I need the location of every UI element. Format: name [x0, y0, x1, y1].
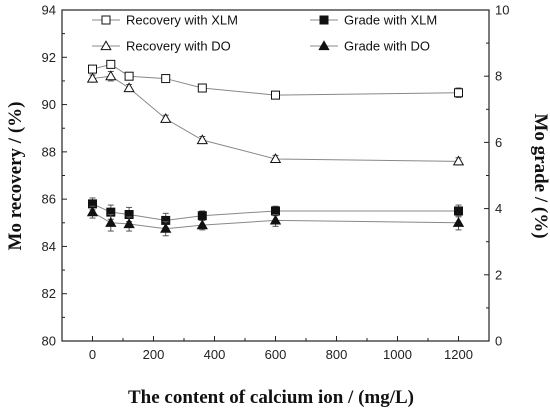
- legend-item: Recovery with XLM: [92, 13, 238, 28]
- data-point: [197, 211, 207, 221]
- series-0: [88, 59, 463, 100]
- y-right-tick-label: 0: [495, 334, 502, 349]
- x-tick-label: 800: [326, 347, 348, 362]
- data-point: [196, 134, 208, 145]
- legend-marker: [101, 15, 111, 25]
- y-left-tick-label: 92: [42, 50, 56, 65]
- x-tick-label: 1000: [383, 347, 412, 362]
- data-point: [106, 59, 116, 69]
- y-left-tick-label: 84: [42, 239, 56, 254]
- legend-label: Grade with DO: [344, 39, 430, 54]
- x-axis-title: The content of calcium ion / (mg/L): [128, 387, 414, 408]
- y-right-tick-label: 4: [495, 201, 502, 216]
- data-point: [124, 71, 134, 81]
- data-point: [271, 90, 280, 100]
- series-line: [92, 75, 459, 162]
- legend-label: Recovery with XLM: [126, 13, 238, 28]
- data-point: [123, 218, 135, 229]
- y-axis-title-right: Mo grade / (%): [530, 113, 550, 238]
- y-right-tick-label: 8: [495, 69, 502, 84]
- y-left-tick-label: 88: [42, 144, 56, 159]
- data-point: [88, 64, 97, 74]
- data-point: [271, 206, 280, 216]
- y-right-tick-label: 6: [495, 135, 502, 150]
- y-right-tick-label: 10: [495, 3, 509, 18]
- axes-layer: 0 200 400 600 800 1000 12008082848688909294024…: [42, 3, 510, 363]
- data-point: [197, 83, 207, 93]
- legend-label: Recovery with DO: [126, 39, 231, 54]
- legend-marker: [318, 40, 330, 51]
- data-point: [160, 222, 172, 233]
- y-right-tick-label: 2: [495, 267, 502, 282]
- x-tick-label: 0: [89, 347, 96, 362]
- data-point: [161, 74, 171, 84]
- data-point: [454, 88, 463, 98]
- data-point: [269, 214, 282, 225]
- data-point: [105, 216, 117, 227]
- y-left-tick-label: 86: [42, 192, 56, 207]
- legend-marker: [100, 40, 112, 51]
- legend-item: Grade with XLM: [310, 13, 437, 28]
- data-point: [86, 72, 99, 83]
- data-point: [196, 219, 208, 230]
- data-point: [160, 112, 172, 123]
- series-3: [86, 205, 465, 237]
- legend-item: Recovery with DO: [92, 39, 231, 54]
- series-2: [86, 70, 465, 166]
- y-left-tick-label: 80: [42, 334, 56, 349]
- data-point: [452, 155, 465, 166]
- data-point: [269, 153, 282, 164]
- data-point: [454, 206, 463, 216]
- plot-frame: [61, 9, 490, 342]
- legend: Recovery with XLM Recovery with DO Grade w…: [92, 13, 437, 54]
- x-tick-label: 400: [204, 347, 226, 362]
- legend-label: Grade with XLM: [344, 13, 437, 28]
- y-left-tick-label: 94: [42, 3, 56, 18]
- legend-marker: [319, 15, 329, 25]
- x-tick-label: 600: [265, 347, 287, 362]
- data-point: [123, 82, 135, 93]
- legend-item: Grade with DO: [310, 39, 430, 54]
- data-point: [452, 216, 465, 227]
- x-tick-label: 200: [143, 347, 165, 362]
- y-left-tick-label: 82: [42, 286, 56, 301]
- series-line: [92, 63, 459, 96]
- x-tick-label: 1200: [444, 347, 473, 362]
- y-axis-title-left: Mo recovery / (%): [5, 102, 26, 251]
- data-point: [105, 70, 117, 81]
- y-left-tick-label: 90: [42, 97, 56, 112]
- data-point: [86, 206, 99, 217]
- series-layer: [86, 59, 465, 237]
